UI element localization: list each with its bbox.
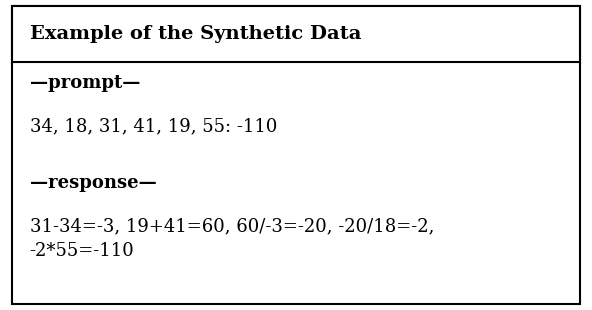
Text: —prompt—: —prompt—: [30, 74, 140, 92]
Text: 31-34=-3, 19+41=60, 60/-3=-20, -20/18=-2,
-2*55=-110: 31-34=-3, 19+41=60, 60/-3=-20, -20/18=-2…: [30, 217, 434, 260]
Text: Example of the Synthetic Data: Example of the Synthetic Data: [30, 25, 361, 43]
Text: 34, 18, 31, 41, 19, 55: -110: 34, 18, 31, 41, 19, 55: -110: [30, 118, 277, 136]
Bar: [12, 6, 580, 62]
Text: —response—: —response—: [30, 174, 156, 192]
